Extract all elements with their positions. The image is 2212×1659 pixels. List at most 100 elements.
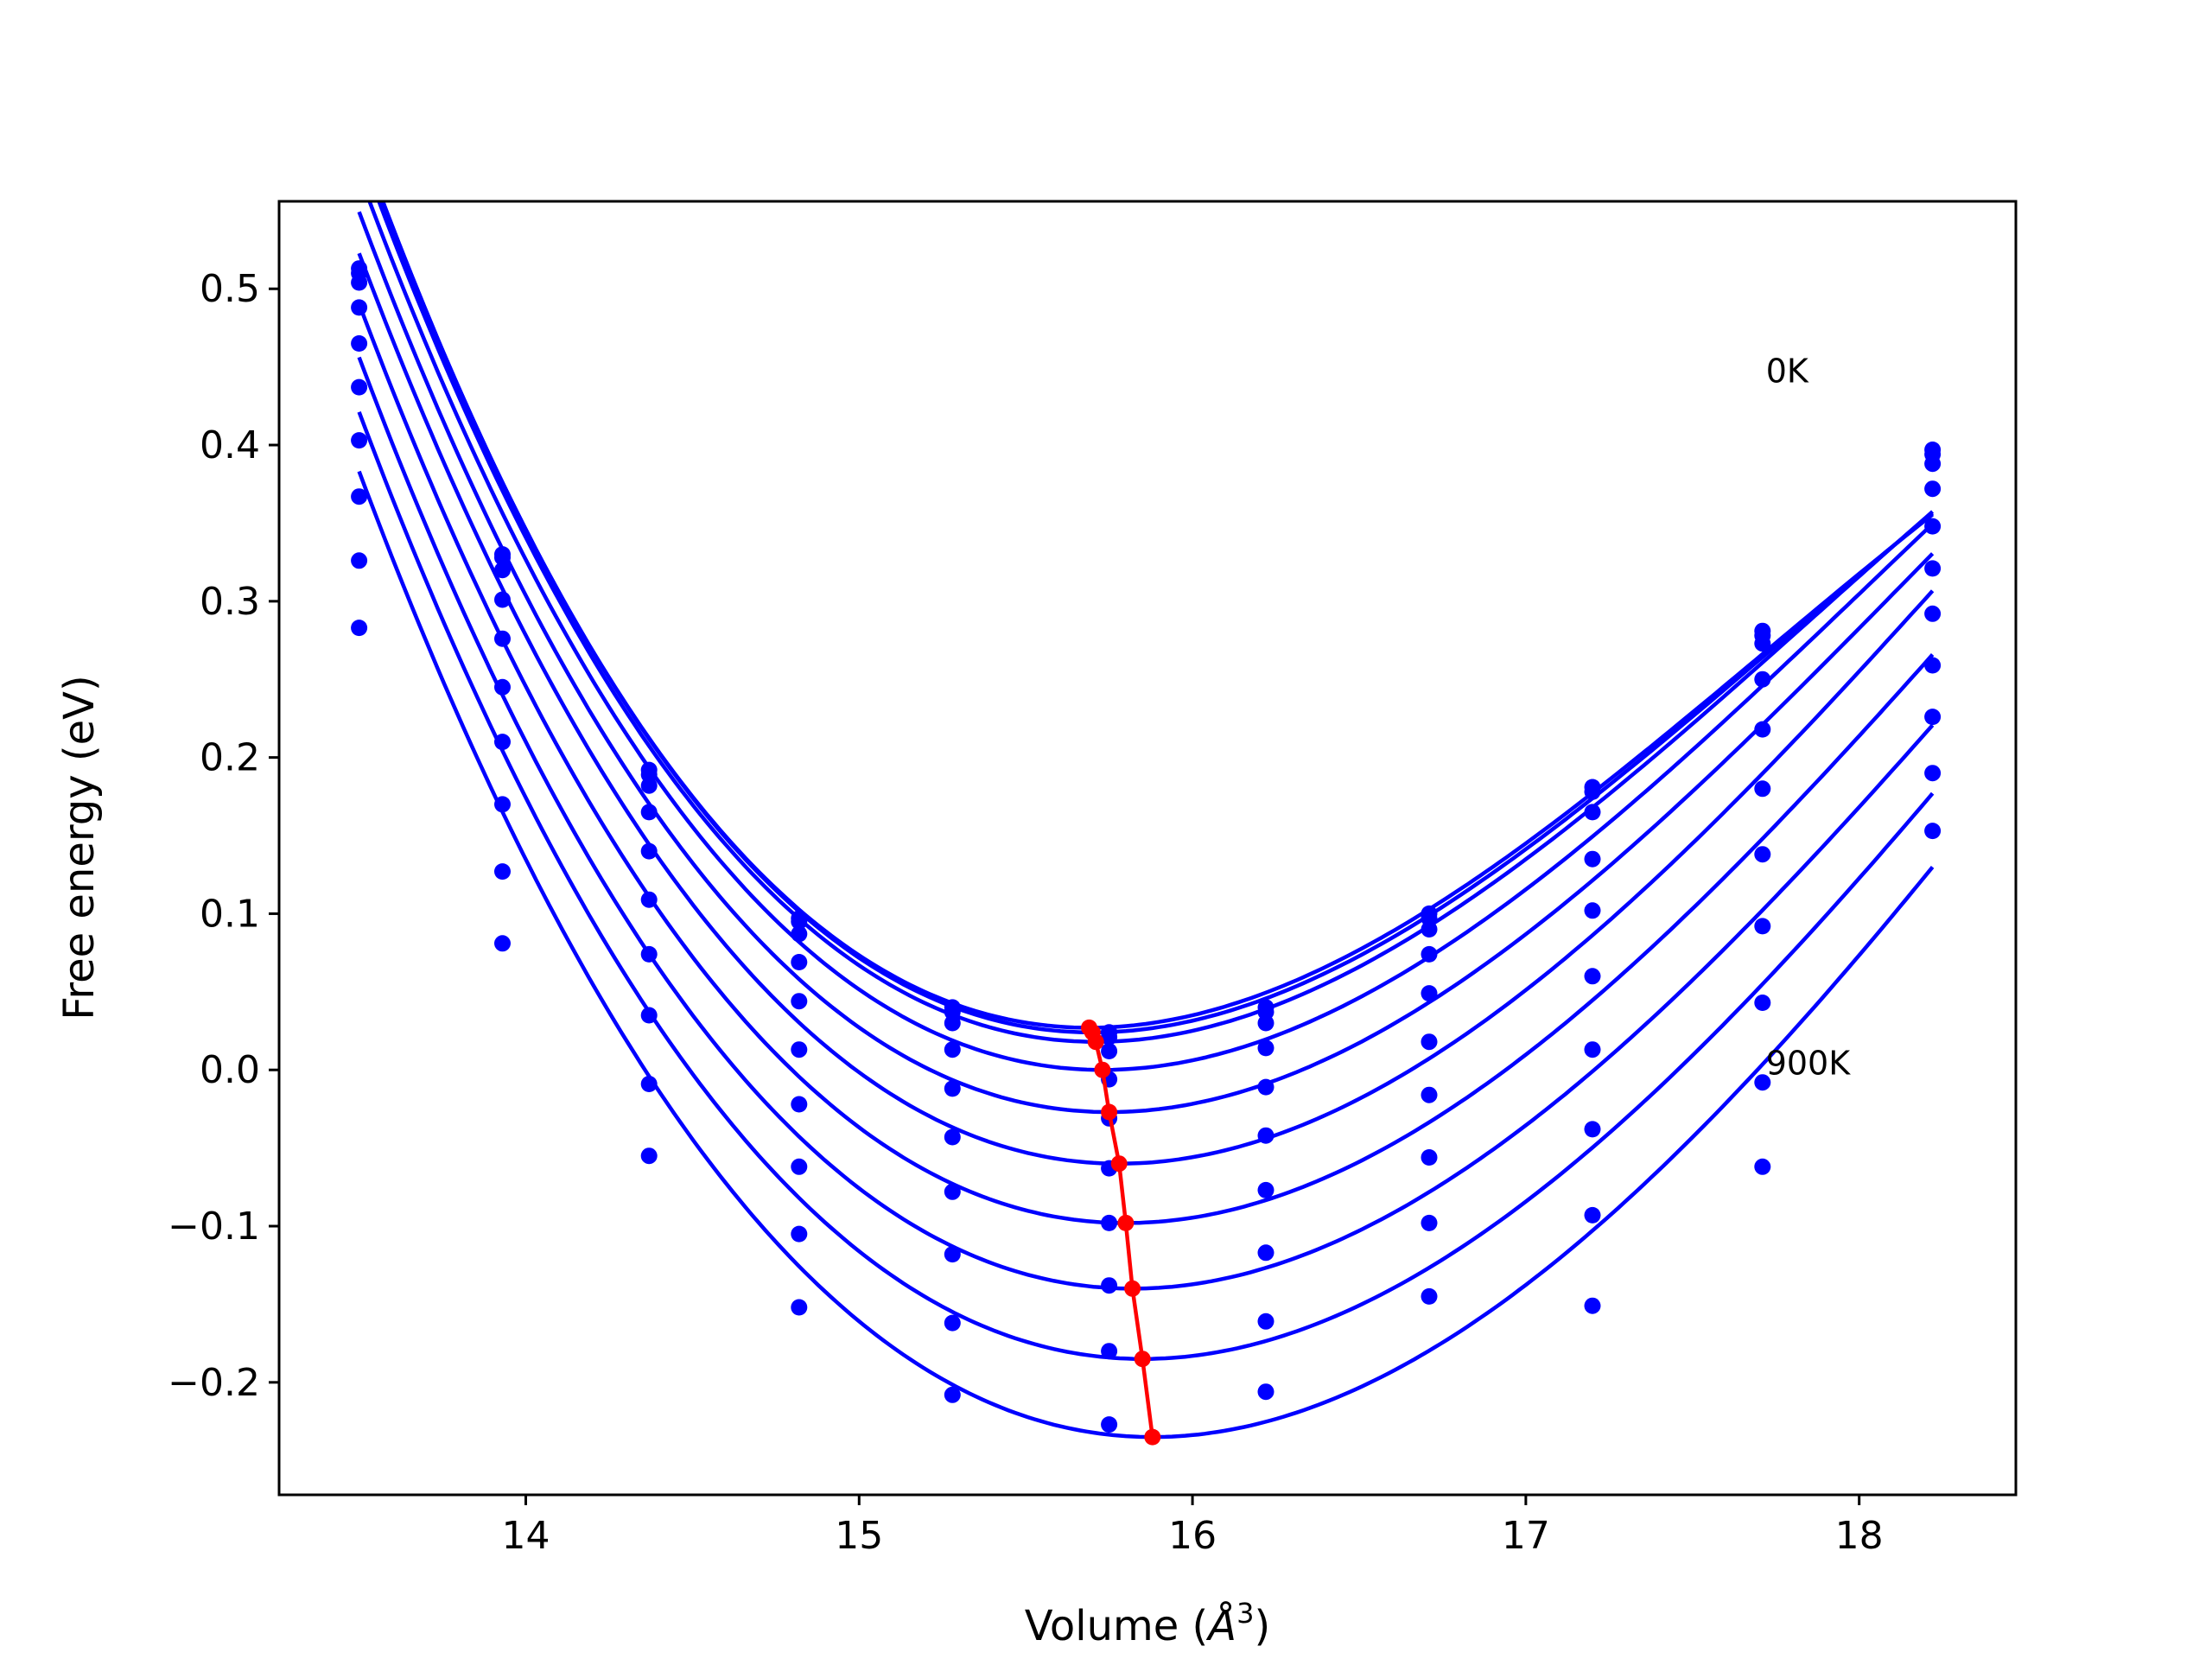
minima-point	[1117, 1214, 1135, 1231]
data-point	[1257, 1078, 1274, 1096]
fit-curve-3	[367, 201, 1935, 1072]
data-point	[351, 299, 368, 316]
data-point	[494, 935, 511, 952]
data-point	[1924, 709, 1942, 726]
data-point	[1421, 985, 1438, 1002]
data-point	[1584, 1206, 1601, 1224]
data-point	[1584, 804, 1601, 821]
x-axis-label-text: Volume (	[1025, 1602, 1209, 1650]
y-tick-label: 0.5	[200, 267, 260, 311]
data-point	[1924, 765, 1942, 782]
data-point	[1584, 1297, 1601, 1314]
data-point	[1924, 605, 1942, 622]
data-point	[1584, 850, 1601, 868]
minima-point	[1101, 1103, 1118, 1121]
data-point	[640, 1147, 658, 1165]
data-point	[494, 591, 511, 608]
data-point	[1421, 1287, 1438, 1305]
data-point	[1754, 1074, 1771, 1091]
data-point	[1101, 1028, 1118, 1046]
data-point	[1924, 518, 1942, 535]
data-point	[1584, 902, 1601, 919]
data-point	[1924, 657, 1942, 674]
data-point	[1584, 968, 1601, 985]
x-tick-label: 18	[1835, 1514, 1884, 1558]
data-point	[351, 552, 368, 569]
data-point	[1421, 1086, 1438, 1103]
x-tick-label: 15	[835, 1514, 883, 1558]
data-point	[1754, 671, 1771, 688]
data-point	[640, 1076, 658, 1092]
data-point	[944, 1128, 961, 1146]
x-axis-label-symbol: Å	[1205, 1601, 1236, 1650]
data-point	[1924, 823, 1942, 840]
data-point	[791, 1096, 808, 1113]
data-point	[1101, 1277, 1118, 1294]
data-point	[1584, 783, 1601, 800]
data-point	[1924, 560, 1942, 577]
data-point	[791, 1041, 808, 1058]
data-point	[1754, 995, 1771, 1011]
minima-point	[1144, 1428, 1161, 1446]
data-point	[494, 796, 511, 813]
data-point	[1257, 1181, 1274, 1198]
minima-series	[1081, 1019, 1161, 1446]
minima-point	[1087, 1033, 1104, 1051]
data-point	[494, 863, 511, 880]
data-point	[944, 1246, 961, 1263]
data-point	[494, 562, 511, 579]
data-point	[1101, 1043, 1118, 1059]
data-point	[640, 891, 658, 908]
data-point	[1754, 918, 1771, 935]
data-point	[494, 549, 511, 566]
data-point	[1924, 455, 1942, 473]
data-point	[1584, 1121, 1601, 1138]
data-point	[640, 842, 658, 860]
minima-point	[1124, 1280, 1141, 1297]
data-point	[944, 1314, 961, 1332]
data-point	[1257, 1014, 1274, 1032]
x-tick-label: 16	[1168, 1514, 1217, 1558]
data-point	[1421, 1033, 1438, 1051]
data-point	[494, 734, 511, 751]
fit-curve-7	[357, 356, 1935, 1291]
y-axis-ticks: −0.2 −0.1 0.0 0.1 0.2 0.3 0.4 0.5	[168, 267, 279, 1405]
data-point	[944, 1014, 961, 1032]
data-point	[944, 1041, 961, 1058]
data-point	[640, 804, 658, 821]
data-point	[494, 678, 511, 696]
data-point	[1257, 1383, 1274, 1401]
minima-point	[1134, 1351, 1151, 1368]
x-tick-label: 14	[501, 1514, 550, 1558]
data-point	[1754, 721, 1771, 738]
data-point	[1584, 1041, 1601, 1058]
data-point	[1257, 1313, 1274, 1330]
data-point	[791, 993, 808, 1010]
curve-annotations: 0K 900K	[1766, 353, 1852, 1083]
x-tick-label: 17	[1502, 1514, 1550, 1558]
y-tick-label: 0.4	[200, 423, 260, 467]
data-point	[1924, 480, 1942, 498]
x-axis-label-exponent: 3	[1236, 1597, 1254, 1630]
data-point	[1257, 1039, 1274, 1057]
data-point	[640, 777, 658, 794]
fit-curve-5	[357, 252, 1935, 1166]
data-point	[944, 1386, 961, 1403]
x-axis-label-close: )	[1254, 1602, 1270, 1650]
plot-frame	[277, 200, 2018, 1497]
data-point	[351, 335, 368, 352]
data-point	[1257, 1244, 1274, 1262]
data-point	[1101, 1214, 1118, 1231]
data-point	[791, 913, 808, 930]
y-tick-label: −0.1	[168, 1205, 260, 1249]
x-axis-ticks: 14 15 16 17 18	[501, 1495, 1884, 1558]
data-point	[351, 488, 368, 505]
data-point	[944, 1183, 961, 1200]
data-point	[1754, 635, 1771, 652]
data-point	[791, 1225, 808, 1243]
curve-annotation: 0K	[1766, 353, 1809, 391]
y-tick-label: 0.3	[200, 580, 260, 624]
data-point	[944, 1080, 961, 1097]
